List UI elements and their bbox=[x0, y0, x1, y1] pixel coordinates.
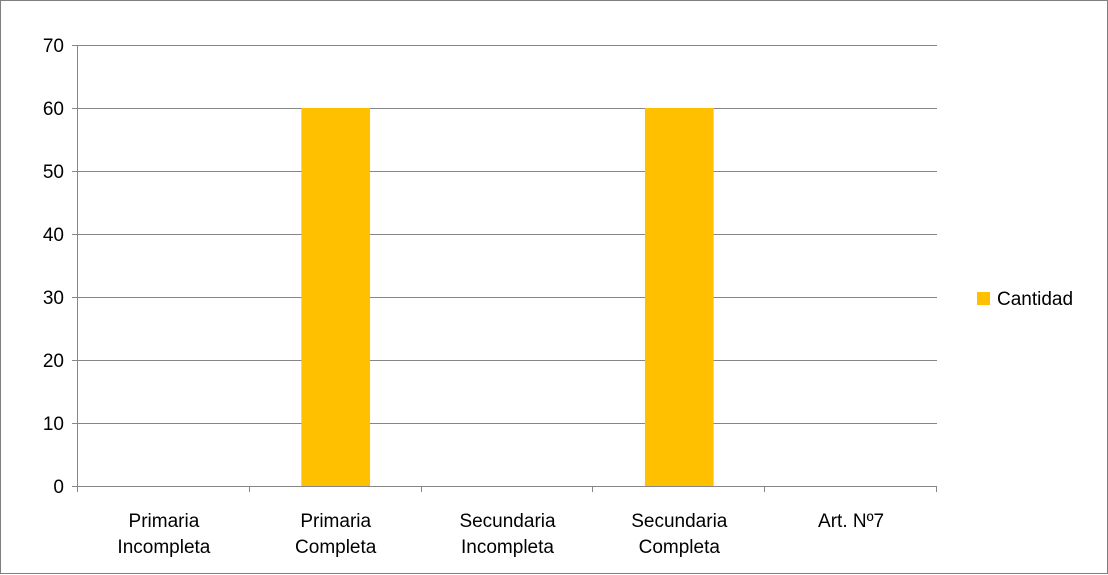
bars bbox=[301, 108, 714, 486]
x-tick-label-0: Primaria Incompleta bbox=[117, 511, 210, 558]
bar-1 bbox=[301, 108, 371, 486]
y-tick-label-50: 50 bbox=[43, 162, 64, 183]
y-tick-label-70: 70 bbox=[43, 36, 64, 57]
legend: Cantidad bbox=[977, 289, 1073, 310]
y-tick-labels: 0 10 20 30 40 50 60 70 bbox=[43, 36, 64, 498]
x-tick-label-1: Primaria Completa bbox=[295, 511, 377, 558]
axes bbox=[72, 45, 937, 492]
y-tick-label-60: 60 bbox=[43, 99, 64, 120]
y-tick-label-20: 20 bbox=[43, 351, 64, 372]
y-tick-label-0: 0 bbox=[53, 477, 64, 498]
x-tick-label-3: Secundaria Completa bbox=[631, 511, 728, 558]
x-tick-label-4: Art. Nº7 bbox=[818, 511, 884, 532]
y-tick-label-40: 40 bbox=[43, 225, 64, 246]
legend-label-cantidad: Cantidad bbox=[997, 289, 1073, 310]
legend-swatch-cantidad bbox=[977, 292, 990, 305]
gridlines bbox=[78, 45, 937, 424]
y-tick-label-30: 30 bbox=[43, 288, 64, 309]
x-tick-labels: Primaria Incompleta Primaria Completa Secund… bbox=[117, 511, 884, 558]
x-tick-label-2: Secundaria Incompleta bbox=[459, 511, 556, 558]
y-tick-label-10: 10 bbox=[43, 414, 64, 435]
bar-3 bbox=[644, 108, 714, 486]
